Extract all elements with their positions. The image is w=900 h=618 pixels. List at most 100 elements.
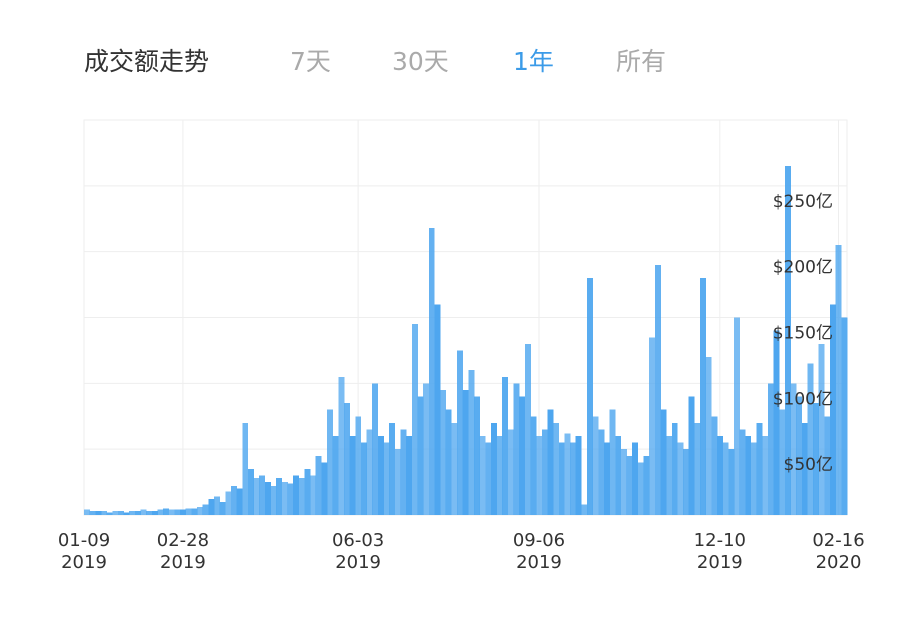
- x-tick-label: 12-10 2019: [693, 530, 746, 573]
- bar: [553, 422, 560, 515]
- y-tick-label: $50亿: [784, 455, 833, 475]
- bar: [570, 442, 577, 515]
- bar: [824, 416, 831, 515]
- bar: [615, 436, 622, 515]
- bar: [728, 449, 735, 515]
- bar: [722, 442, 729, 515]
- bar: [146, 511, 153, 515]
- bar: [739, 429, 746, 515]
- bar: [417, 396, 424, 515]
- bar: [547, 409, 554, 515]
- bar: [654, 264, 661, 515]
- bar: [592, 416, 599, 515]
- bar: [564, 433, 571, 515]
- bar: [587, 278, 593, 515]
- bar: [434, 304, 441, 515]
- bar: [677, 442, 684, 515]
- bar: [174, 509, 181, 515]
- bar: [360, 442, 367, 515]
- x-tick-label: 09-06 2019: [512, 530, 566, 573]
- bar: [310, 475, 317, 515]
- y-tick-label: $200亿: [773, 258, 833, 278]
- bar: [683, 449, 690, 515]
- bar: [253, 478, 260, 515]
- bar: [236, 488, 243, 515]
- bar: [598, 429, 605, 515]
- x-tick-label: 06-03 2019: [331, 530, 385, 573]
- bar: [332, 436, 339, 515]
- bar: [423, 383, 430, 515]
- bar: [100, 511, 107, 515]
- bar: [700, 278, 707, 515]
- bar: [281, 482, 288, 515]
- bar: [225, 491, 232, 515]
- bar: [168, 509, 175, 515]
- bar: [151, 511, 158, 515]
- bar: [513, 383, 520, 515]
- bar: [468, 370, 475, 515]
- bar: [208, 499, 215, 515]
- bar: [372, 383, 379, 515]
- bar: [270, 486, 277, 515]
- bar: [479, 436, 486, 515]
- bar: [581, 504, 588, 515]
- bar: [626, 455, 633, 515]
- bar: [213, 496, 220, 515]
- bar: [293, 475, 300, 515]
- bar: [95, 511, 102, 515]
- bar: [632, 442, 639, 515]
- bar: [756, 422, 763, 515]
- bar: [355, 416, 362, 515]
- bar: [524, 343, 531, 515]
- bar: [649, 337, 656, 515]
- chart-title: 成交额走势: [84, 47, 210, 76]
- bar: [276, 478, 283, 515]
- bar: [688, 396, 695, 515]
- bar: [180, 509, 187, 515]
- bar: [835, 245, 842, 516]
- bar: [801, 422, 808, 515]
- bar: [790, 383, 797, 515]
- bar: [451, 422, 458, 515]
- bar: [496, 436, 503, 515]
- bar: [185, 508, 192, 515]
- bar: [129, 511, 136, 515]
- x-tick-label: 02-28 2019: [156, 530, 210, 573]
- bar: [717, 436, 723, 515]
- y-tick-label: $250亿: [773, 192, 833, 212]
- bar: [445, 409, 452, 515]
- bar: [773, 330, 780, 515]
- tab[interactable]: 所有: [616, 47, 667, 76]
- bar: [349, 436, 356, 515]
- tab[interactable]: 1年: [513, 47, 554, 76]
- bar: [259, 475, 266, 515]
- bar: [89, 511, 96, 515]
- bar: [705, 357, 712, 515]
- bar: [767, 383, 774, 515]
- x-tick-label: 02-16 2020: [812, 530, 865, 573]
- bar: [219, 501, 226, 515]
- tab[interactable]: 7天: [290, 47, 331, 76]
- bar: [197, 507, 203, 515]
- bar: [762, 436, 769, 515]
- bar: [796, 396, 803, 515]
- bar: [134, 511, 141, 515]
- bar: [643, 455, 650, 515]
- bar: [163, 508, 170, 515]
- y-tick-label: $100亿: [773, 389, 833, 409]
- bar: [558, 442, 565, 515]
- bar: [247, 468, 254, 515]
- bar: [507, 429, 514, 515]
- bar: [84, 509, 90, 515]
- bar: [575, 436, 582, 515]
- bar: [536, 436, 543, 515]
- bar: [457, 350, 463, 515]
- tab[interactable]: 30天: [392, 47, 449, 76]
- bar: [502, 376, 509, 515]
- bar: [745, 436, 752, 515]
- bar: [603, 442, 610, 515]
- bar: [383, 442, 390, 515]
- bar: [462, 389, 469, 515]
